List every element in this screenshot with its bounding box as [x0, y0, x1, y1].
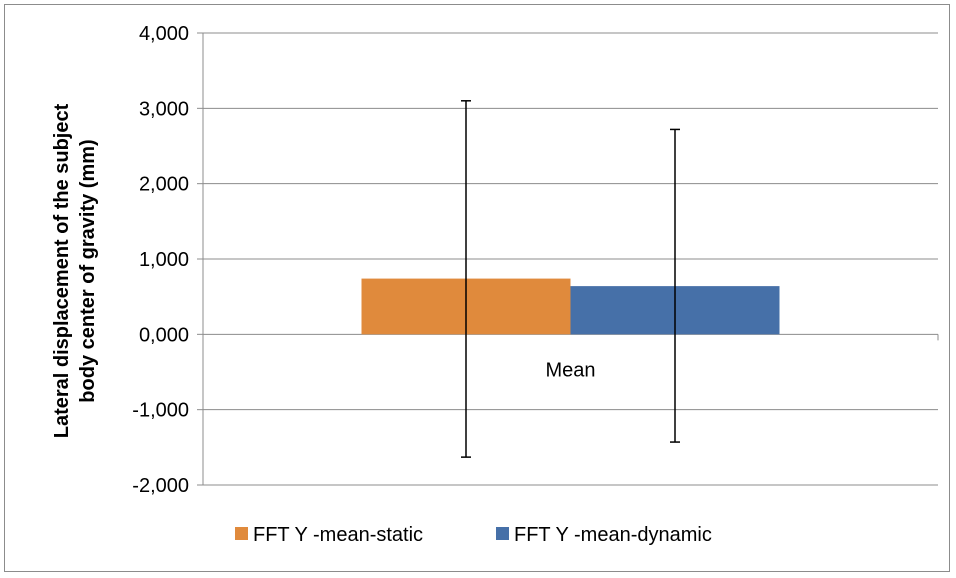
- x-tick-labels: Mean: [545, 359, 595, 381]
- y-tick-labels: 4,000 3,000 2,000 1,000 0,000 -1,000 -2,000: [132, 23, 189, 497]
- y-tick-label: 2,000: [139, 174, 189, 196]
- y-axis-label: Lateral displacement of the subject body …: [51, 103, 99, 438]
- bars: [361, 278, 780, 335]
- y-tick-label: -1,000: [132, 400, 189, 422]
- legend-swatch: [235, 527, 248, 540]
- y-tick-label: 0,000: [139, 324, 189, 346]
- y-axis-label-line: Lateral displacement of the subject: [51, 103, 73, 438]
- y-axis-label-line: body center of gravity (mm): [77, 139, 99, 402]
- legend-swatch: [496, 527, 509, 540]
- legend-label: FFT Y -mean-dynamic: [514, 524, 712, 546]
- y-tick-label: -2,000: [132, 475, 189, 497]
- y-tick-label: 4,000: [139, 23, 189, 45]
- y-tick-label: 3,000: [139, 98, 189, 120]
- error-bars: [461, 100, 680, 458]
- legend: FFT Y -mean-static FFT Y -mean-dynamic: [235, 524, 712, 546]
- gridlines: [203, 32, 938, 486]
- legend-label: FFT Y -mean-static: [253, 524, 423, 546]
- y-tick-label: 1,000: [139, 249, 189, 271]
- x-tick-label: Mean: [545, 359, 595, 381]
